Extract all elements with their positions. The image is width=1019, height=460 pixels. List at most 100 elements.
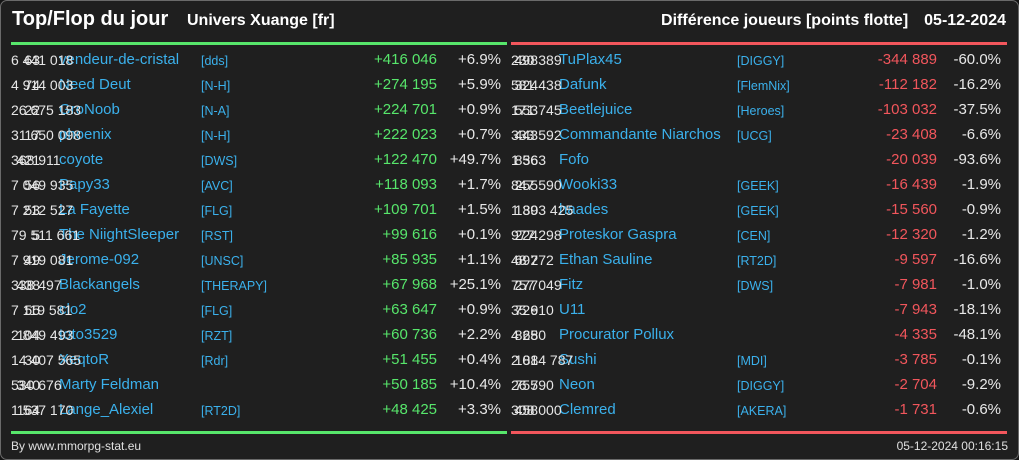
alliance-tag-link[interactable]: [DIGGY]: [737, 54, 785, 68]
percent-change: -1.0%: [961, 276, 1001, 293]
player-name-link[interactable]: coyote: [59, 151, 104, 168]
player-points: 31 650 098: [11, 127, 82, 143]
alliance-tag-link[interactable]: [RST]: [201, 229, 233, 243]
player-name-link[interactable]: phoenix: [59, 126, 112, 143]
player-name-link[interactable]: La Fayette: [59, 201, 130, 218]
player-name-link[interactable]: Ethan Sauline: [559, 251, 653, 268]
player-name-link[interactable]: Procurator Pollux: [559, 326, 675, 343]
player-points: 1 363: [511, 152, 547, 168]
alliance-tag-link[interactable]: [dds]: [201, 54, 229, 68]
footer-timestamp: 05-12-2024 00:16:15: [896, 439, 1008, 453]
alliance-tag-link[interactable]: [FLG]: [201, 204, 233, 218]
percent-change: -16.2%: [953, 76, 1001, 93]
percent-change: -37.5%: [953, 101, 1001, 118]
player-name-link[interactable]: Proteskor Gaspra: [559, 226, 677, 243]
percent-change: -0.6%: [961, 401, 1001, 418]
table-row: 22 GroNoob [N-A] 26 675 183 +224 701 +0.9%: [11, 98, 507, 123]
player-name-link[interactable]: Marty Feldman: [59, 376, 160, 393]
alliance-tag-link[interactable]: [AKERA]: [737, 404, 787, 418]
table-row: 74 Need Deut [N-H] 4 914 003 +274 195 +5.9%: [11, 73, 507, 98]
player-name-link[interactable]: Fitz: [559, 276, 584, 293]
points-difference: -9 597: [894, 251, 937, 268]
player-name-link[interactable]: toto3529: [59, 326, 118, 343]
alliance-tag-link[interactable]: [MDI]: [737, 354, 767, 368]
percent-change: -6.6%: [961, 126, 1001, 143]
alliance-tag-link[interactable]: [FlemNix]: [737, 79, 790, 93]
alliance-tag-link[interactable]: [RT2D]: [737, 254, 777, 268]
points-difference: -112 182: [878, 76, 937, 93]
player-name-link[interactable]: Jerome-092: [59, 251, 140, 268]
table-row: 101 Sushi [MDI] 2 884 787 -3 785 -0.1%: [511, 348, 1007, 373]
alliance-tag-link[interactable]: [DIGGY]: [737, 379, 785, 393]
player-rank: 104: [16, 327, 40, 343]
player-name-link[interactable]: Wooki33: [559, 176, 618, 193]
player-rank: 755: [514, 377, 538, 393]
alliance-tag-link[interactable]: [GEEK]: [737, 204, 779, 218]
percent-change: +10.4%: [449, 376, 501, 393]
alliance-tag-link[interactable]: [RZT]: [201, 329, 233, 343]
alliance-tag-link[interactable]: [Heroes]: [737, 104, 785, 118]
alliance-tag-link[interactable]: [CEN]: [737, 229, 771, 243]
alliance-tag-link[interactable]: [DWS]: [201, 154, 238, 168]
percent-change: -1.9%: [961, 176, 1001, 193]
percent-change: +0.9%: [458, 301, 501, 318]
player-name-link[interactable]: Clemred: [559, 401, 616, 418]
alliance-tag-link[interactable]: [UCG]: [737, 129, 772, 143]
alliance-tag-link[interactable]: [Rdr]: [201, 354, 229, 368]
player-name-link[interactable]: U11: [559, 301, 586, 318]
table-row: 443 Commandante Niarchos [UCG] 333 592 -23 4…: [511, 123, 1007, 148]
player-rank: 5: [32, 227, 40, 243]
alliance-tag-link[interactable]: [N-H]: [201, 129, 231, 143]
player-name-link[interactable]: clo2: [59, 301, 87, 318]
alliance-tag-link[interactable]: [N-H]: [201, 79, 231, 93]
table-row: 438 Blackangels [THERAPY] 338 497 +67 968 +25…: [11, 273, 507, 298]
player-name-link[interactable]: The NiightSleeper: [59, 226, 180, 243]
player-name-link[interactable]: Need Deut: [59, 76, 131, 93]
table-row: 30 XeqtoR [Rdr] 14 407 565 +51 455 +0.4%: [11, 348, 507, 373]
player-name-link[interactable]: Papy33: [59, 176, 110, 193]
alliance-tag-link[interactable]: [AVC]: [201, 179, 233, 193]
alliance-tag-link[interactable]: [THERAPY]: [201, 279, 267, 293]
player-name-link[interactable]: haades: [559, 201, 609, 218]
percent-change: -60.0%: [953, 51, 1001, 68]
percent-change: +25.1%: [449, 276, 501, 293]
player-name-link[interactable]: Neon: [559, 376, 595, 393]
player-name-link[interactable]: Beetlejuice: [559, 101, 633, 118]
alliance-tag-link[interactable]: [FLG]: [201, 304, 233, 318]
alliance-tag-link[interactable]: [DWS]: [737, 279, 774, 293]
percent-change: -48.1%: [953, 326, 1001, 343]
player-name-link[interactable]: Commandante Niarchos: [559, 126, 721, 143]
alliance-tag-link[interactable]: [N-A]: [201, 104, 230, 118]
alliance-tag-link[interactable]: [RT2D]: [201, 404, 241, 418]
player-rank: 438: [16, 277, 40, 293]
player-name-link[interactable]: Lange_Alexiel: [59, 401, 154, 418]
points-difference: -2 704: [894, 376, 937, 393]
table-row: 553 Beetlejuice [Heroes] 171 745 -103 032 -37…: [511, 98, 1007, 123]
player-points: 333 592: [511, 127, 562, 143]
table-row: 856 Fofo 1 363 -20 039 -93.6%: [511, 148, 1007, 173]
player-points: 35 910: [511, 302, 554, 318]
percent-change: +0.9%: [458, 101, 501, 118]
player-rank: 726: [514, 302, 538, 318]
player-rank: 255: [514, 177, 538, 193]
alliance-tag-link[interactable]: [UNSC]: [201, 254, 244, 268]
player-points: 7 919 081: [11, 252, 74, 268]
player-name-link[interactable]: GroNoob: [59, 101, 120, 118]
player-name-link[interactable]: TuPlax45: [559, 51, 622, 68]
player-rank: 856: [514, 152, 538, 168]
player-name-link[interactable]: Fofo: [559, 151, 590, 168]
top-panel-accent-bar: [11, 42, 507, 45]
player-name-link[interactable]: vendeur-de-cristal: [59, 51, 180, 68]
player-rank: 22: [24, 102, 40, 118]
points-difference: +60 736: [382, 326, 437, 343]
percent-change: +49.7%: [449, 151, 501, 168]
alliance-tag-link[interactable]: [GEEK]: [737, 179, 779, 193]
player-name-link[interactable]: Blackangels: [59, 276, 140, 293]
player-name-link[interactable]: Sushi: [559, 351, 597, 368]
player-rank: 30: [24, 352, 40, 368]
player-name-link[interactable]: Dafunk: [559, 76, 607, 93]
points-difference: +118 093: [375, 176, 437, 193]
player-points: 79 511 661: [11, 227, 81, 243]
player-name-link[interactable]: XeqtoR: [59, 351, 110, 368]
player-rank: 421: [16, 152, 40, 168]
